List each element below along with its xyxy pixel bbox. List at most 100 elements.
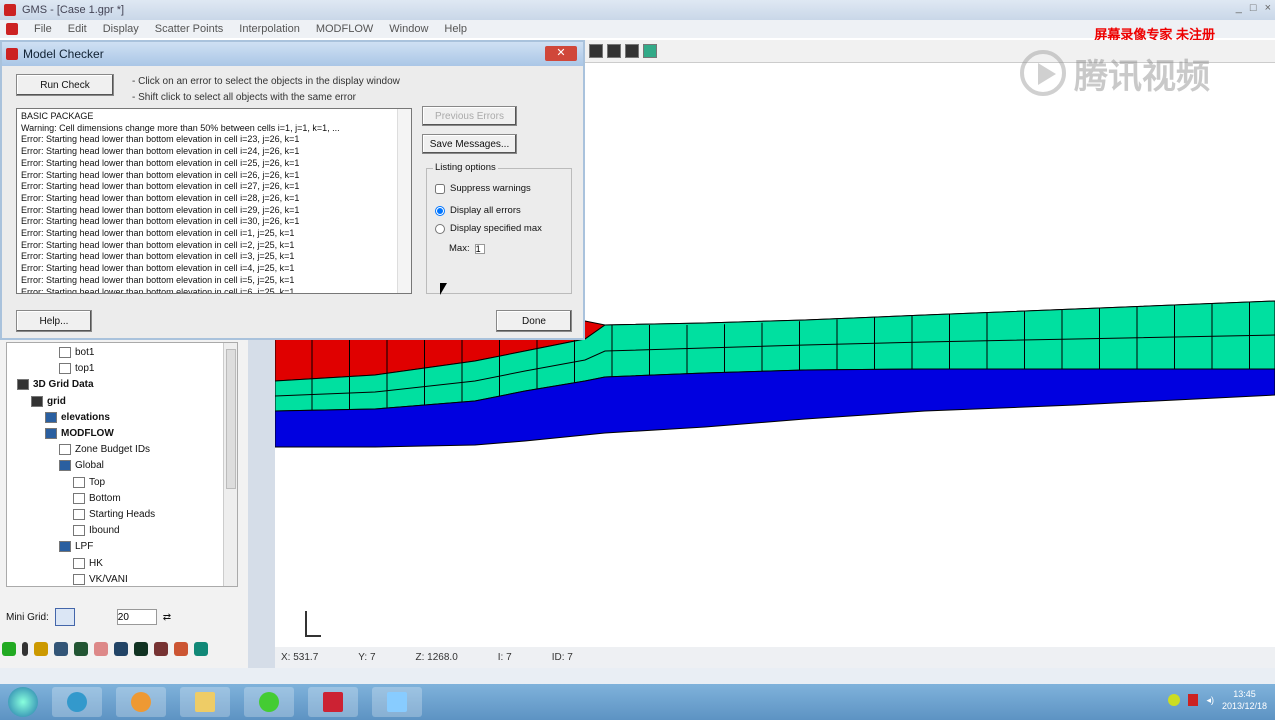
message-row[interactable]: Error: Starting head lower than bottom e… xyxy=(21,181,300,192)
tray-icon[interactable] xyxy=(1188,694,1199,706)
menu-help[interactable]: Help xyxy=(444,23,468,35)
message-row[interactable]: BASIC PACKAGE xyxy=(21,111,94,121)
menu-edit[interactable]: Edit xyxy=(67,23,87,35)
save-messages-button[interactable]: Save Messages... xyxy=(422,134,517,154)
menu-file[interactable]: File xyxy=(34,23,52,35)
display-all-errors-radio[interactable]: Display all errors xyxy=(435,205,521,216)
tree-item[interactable]: 3D Grid Data xyxy=(17,379,94,391)
system-tray: ◂) 13:45 2013/12/18 xyxy=(1168,688,1267,712)
taskbar-app-green[interactable] xyxy=(244,687,294,717)
tool-icon[interactable] xyxy=(22,642,28,656)
message-row[interactable]: Error: Starting head lower than bottom e… xyxy=(21,251,295,262)
message-list-scrollbar[interactable] xyxy=(397,109,411,293)
dialog-close-button[interactable]: ✕ xyxy=(545,46,577,61)
tree-item[interactable]: grid xyxy=(31,395,66,407)
message-row[interactable]: Error: Starting head lower than bottom e… xyxy=(21,263,295,274)
tree-scrollbar[interactable] xyxy=(223,343,237,586)
tree-item[interactable]: Global xyxy=(59,460,104,472)
menu-interpolation[interactable]: Interpolation xyxy=(239,23,300,35)
volume-icon[interactable]: ◂) xyxy=(1206,694,1214,705)
tree-item[interactable]: elevations xyxy=(45,411,110,423)
max-input[interactable] xyxy=(474,243,485,254)
tree-item[interactable]: Top xyxy=(73,476,105,488)
message-row[interactable]: Error: Starting head lower than bottom e… xyxy=(21,204,300,215)
mini-grid-icon[interactable] xyxy=(54,608,75,626)
listing-options-group: Listing options Suppress warnings Displa… xyxy=(426,162,572,294)
toolbar-tool-icon[interactable] xyxy=(643,44,657,58)
menu-scatter-points[interactable]: Scatter Points xyxy=(154,23,224,35)
suppress-warnings-checkbox[interactable]: Suppress warnings xyxy=(435,183,531,194)
tree-node-icon xyxy=(59,444,71,456)
axis-triad-icon xyxy=(305,611,321,637)
message-row[interactable]: Warning: Cell dimensions change more tha… xyxy=(21,122,340,133)
message-row[interactable]: Error: Starting head lower than bottom e… xyxy=(21,134,300,145)
minimize-button[interactable]: _ xyxy=(1235,2,1242,14)
done-button[interactable]: Done xyxy=(496,310,572,332)
message-row[interactable]: Error: Starting head lower than bottom e… xyxy=(21,274,295,285)
menu-bar: File Edit Display Scatter Points Interpo… xyxy=(0,20,1275,38)
tree-item[interactable]: LPF xyxy=(59,541,93,553)
toolbar-tool-icon[interactable] xyxy=(589,44,603,58)
tree-item[interactable]: VK/VANI xyxy=(73,573,128,585)
toolbar-tool-icon[interactable] xyxy=(625,44,639,58)
toolbar-tool-icon[interactable] xyxy=(607,44,621,58)
message-row[interactable]: Error: Starting head lower than bottom e… xyxy=(21,146,300,157)
clock[interactable]: 13:45 2013/12/18 xyxy=(1222,688,1267,712)
tool-icon[interactable] xyxy=(174,642,188,656)
tool-icon[interactable] xyxy=(2,642,16,656)
menu-modflow[interactable]: MODFLOW xyxy=(315,23,374,35)
display-specified-max-radio[interactable]: Display specified max xyxy=(435,223,542,234)
tree-item[interactable]: bot1 xyxy=(59,347,94,358)
tool-icon[interactable] xyxy=(114,642,128,656)
tool-icon[interactable] xyxy=(194,642,208,656)
maximize-button[interactable]: □ xyxy=(1249,2,1257,14)
tree-item[interactable]: MODFLOW xyxy=(45,428,114,439)
tool-icon[interactable] xyxy=(74,642,88,656)
hint-click: - Click on an error to select the object… xyxy=(132,76,400,87)
message-row[interactable]: Error: Starting head lower than bottom e… xyxy=(21,157,300,168)
app-icon xyxy=(4,4,16,16)
run-check-button[interactable]: Run Check xyxy=(16,74,114,96)
message-row[interactable]: Error: Starting head lower than bottom e… xyxy=(21,239,295,250)
message-row[interactable]: Error: Starting head lower than bottom e… xyxy=(21,169,300,180)
splitter[interactable] xyxy=(248,340,275,668)
tree-item[interactable]: top1 xyxy=(59,363,94,375)
mini-grid-arrows-icon[interactable]: ⇄ xyxy=(162,611,172,623)
taskbar-gms[interactable] xyxy=(372,687,422,717)
tray-icon[interactable] xyxy=(1168,694,1181,706)
tree-item[interactable]: Bottom xyxy=(73,492,121,504)
taskbar-ie[interactable] xyxy=(52,687,102,717)
taskbar-explorer[interactable] xyxy=(180,687,230,717)
tree-item[interactable]: Starting Heads xyxy=(73,509,155,520)
logo-text: 腾讯视频 xyxy=(1074,57,1210,96)
message-row[interactable]: Error: Starting head lower than bottom e… xyxy=(21,286,295,294)
tree-item[interactable]: Ibound xyxy=(73,525,120,537)
window-title: GMS - [Case 1.gpr *] xyxy=(22,4,125,16)
tool-palette xyxy=(0,642,208,656)
message-row[interactable]: Error: Starting head lower than bottom e… xyxy=(21,216,300,227)
message-row[interactable]: Error: Starting head lower than bottom e… xyxy=(21,192,300,203)
start-button[interactable] xyxy=(8,687,38,717)
previous-errors-button[interactable]: Previous Errors xyxy=(422,106,517,126)
help-button[interactable]: Help... xyxy=(16,310,92,332)
taskbar-media[interactable] xyxy=(116,687,166,717)
max-label: Max: xyxy=(449,243,470,254)
tree-item[interactable]: Zone Budget IDs xyxy=(59,444,150,456)
tree-item-label: elevations xyxy=(61,411,110,423)
tool-icon[interactable] xyxy=(134,642,148,656)
status-z: Z: 1268.0 xyxy=(415,652,458,663)
message-list[interactable]: BASIC PACKAGE Warning: Cell dimensions ch… xyxy=(16,108,412,294)
project-tree: bot1 top1 3D Grid Data grid elevations MODFLO… xyxy=(6,342,238,587)
message-row[interactable]: Error: Starting head lower than bottom e… xyxy=(21,228,295,239)
taskbar-recorder[interactable] xyxy=(308,687,358,717)
close-button[interactable]: × xyxy=(1264,2,1271,14)
mini-grid-input[interactable] xyxy=(116,609,157,625)
tool-icon[interactable] xyxy=(94,642,108,656)
tree-item-label: Global xyxy=(75,460,104,472)
tool-icon[interactable] xyxy=(154,642,168,656)
tool-icon[interactable] xyxy=(54,642,68,656)
tree-item[interactable]: HK xyxy=(73,557,103,569)
tool-icon[interactable] xyxy=(34,642,48,656)
menu-window[interactable]: Window xyxy=(389,23,429,35)
menu-display[interactable]: Display xyxy=(102,23,139,35)
